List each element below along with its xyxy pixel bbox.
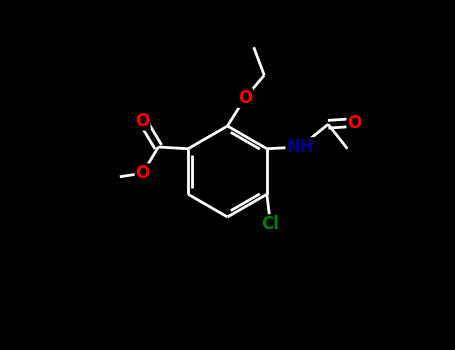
- Text: O: O: [136, 112, 150, 130]
- Text: Cl: Cl: [262, 215, 279, 233]
- Text: O: O: [238, 89, 252, 107]
- Text: O: O: [136, 164, 150, 182]
- Text: O: O: [347, 113, 362, 132]
- Text: NH: NH: [286, 138, 314, 156]
